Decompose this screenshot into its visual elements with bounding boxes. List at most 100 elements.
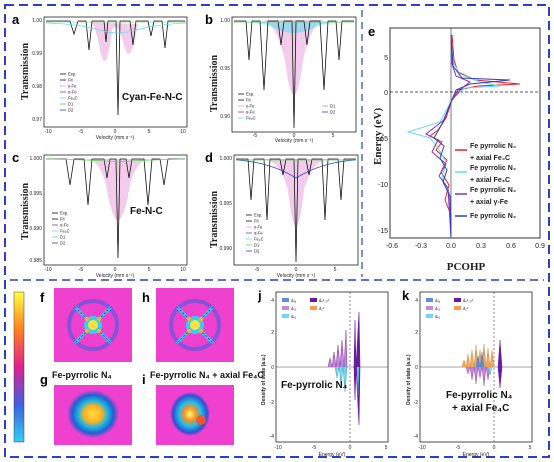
panel-k-ylabel: Density of state (a.u.) — [406, 354, 412, 405]
panel-label-i: i — [142, 372, 146, 387]
panel-j-xtick: 0 — [349, 445, 352, 451]
panel-a-xlabel: Velocity (mm s⁻¹) — [96, 135, 135, 141]
panel-a-annotation: Cyan-Fe-N-C — [122, 92, 183, 103]
panel-a-ytick: 0.99 — [32, 51, 42, 57]
panel-label-j: j — [257, 288, 262, 303]
panel-label-g: g — [40, 372, 48, 387]
svg-text:Fit: Fit — [246, 98, 251, 103]
svg-text:D2: D2 — [330, 110, 336, 115]
panel-a-xtick: 5 — [148, 129, 151, 135]
panel-label-b: b — [205, 12, 213, 27]
panel-e-fe3c-curve — [406, 34, 501, 239]
panel-e-xtick: 0.0 — [446, 243, 456, 250]
svg-text:Fit: Fit — [68, 78, 73, 83]
panel-a-fit-line — [46, 20, 185, 116]
panel-e-xtick: -0.6 — [386, 243, 398, 250]
panel-e-ytick: -5 — [382, 136, 388, 143]
panel-j-ytick: 0 — [271, 365, 274, 371]
panel-k-ytick: -4 — [414, 434, 419, 440]
panel-d-legend: Exp. Fit γ-Fe α-Fe Fe₃C D1 D2 — [246, 213, 264, 254]
panel-e-ytick: 0 — [384, 90, 388, 97]
panel-e-frame — [389, 27, 541, 239]
panel-label-e: e — [368, 24, 375, 39]
charge-density-maps: f h g Fe-pyrrolic N₄ — [13, 288, 264, 445]
panel-e-legend-text-1: Fe pyrrolic N₄ — [470, 165, 516, 172]
panel-b-xtick: 5 — [332, 133, 335, 139]
panel-e-pyrrolic-curve — [433, 34, 511, 239]
panel-k-ytick: -2 — [414, 400, 419, 406]
svg-text:Exp.: Exp. — [60, 211, 68, 216]
panel-c: c Transmission Velocity (mm s⁻¹) 1.000 0… — [12, 150, 188, 279]
svg-text:Exp.: Exp. — [246, 92, 254, 97]
outer-border — [4, 4, 550, 458]
panel-a-ytick: 1.00 — [32, 18, 42, 24]
map-g-orbital — [67, 390, 119, 438]
panel-c-xtick: -5 — [79, 267, 84, 273]
panel-j-xlabel: Energy (eV) — [319, 452, 346, 458]
svg-text:d₂²: d₂² — [463, 306, 469, 311]
svg-text:Fe₃C: Fe₃C — [254, 237, 264, 242]
panel-b-ylabel: Transmission — [209, 55, 220, 112]
panel-b-ytick: 0.90 — [220, 114, 230, 120]
panel-k-dos-bars — [461, 339, 503, 389]
svg-text:D1: D1 — [60, 235, 66, 240]
panel-c-fit-line — [46, 158, 185, 259]
svg-text:D2: D2 — [254, 249, 260, 254]
panel-c-ytick: 1.000 — [29, 156, 42, 162]
panel-j: j Density of state (a.u.) Energy (eV) 4 … — [257, 288, 389, 458]
panel-c-xtick: 10 — [180, 267, 186, 273]
panel-c-ytick: 0.995 — [29, 191, 42, 197]
panel-a-ytick: 0.97 — [32, 117, 42, 123]
panel-label-c: c — [12, 150, 19, 165]
svg-text:dᵧ₂: dᵧ₂ — [291, 314, 297, 319]
panel-k-annotation-l1: Fe-pyrrolic N₄ — [446, 390, 513, 401]
panel-j-xtick: 5 — [385, 445, 388, 451]
panel-j-xtick: -10 — [274, 445, 281, 451]
panel-b-xtick: 0 — [293, 133, 296, 139]
panel-k-legend: dₓᵧ dₓ²₋ᵧ² dₓ₂ d₂² dᵧ₂ — [426, 298, 474, 319]
panel-j-ytick: 2 — [271, 330, 274, 336]
panel-a-xtick: -5 — [79, 129, 84, 135]
svg-text:Fe₃C: Fe₃C — [60, 229, 70, 234]
panel-e-xlabel: PCOHP — [447, 261, 486, 273]
panel-c-ytick: 0.990 — [29, 226, 42, 232]
panel-k-xtick: 5 — [529, 445, 532, 451]
panel-k-ytick: 2 — [415, 330, 418, 336]
svg-text:dₓ²₋ᵧ²: dₓ²₋ᵧ² — [319, 298, 330, 303]
panel-e-xtick: 0.3 — [476, 243, 486, 250]
svg-text:γ-Fe: γ-Fe — [254, 225, 263, 230]
panel-label-f: f — [40, 290, 45, 305]
svg-text:dₓᵧ: dₓᵧ — [435, 298, 441, 303]
svg-text:dₓ²₋ᵧ²: dₓ²₋ᵧ² — [463, 298, 474, 303]
panel-k-ytick: 4 — [415, 298, 418, 304]
panel-k-ytick: 0 — [415, 365, 418, 371]
panel-c-xtick: 0 — [114, 267, 117, 273]
panel-c-xlabel: Velocity (mm s⁻¹) — [96, 273, 135, 279]
panel-k-annotation-l2: + axial Fe₄C — [452, 403, 509, 414]
panel-label-a: a — [12, 12, 20, 27]
panel-d-xtick: 5 — [334, 267, 337, 273]
panel-e-legend-text-2: Fe pyrrolic N₄ — [470, 187, 516, 194]
panel-e-ytick: -15 — [378, 228, 388, 235]
panel-b-fit-line — [234, 20, 354, 129]
panel-g-caption: Fe-pyrrolic N₄ — [52, 370, 112, 380]
panel-d-xlabel: Velocity (mm s⁻¹) — [277, 273, 316, 279]
panel-label-d: d — [205, 150, 213, 165]
panel-c-xtick: 5 — [148, 267, 151, 273]
panel-c-annotation: Fe-N-C — [130, 206, 163, 217]
map-f-pattern — [67, 299, 119, 351]
panel-d-fit-line — [236, 158, 356, 263]
panel-e-legend-text-0: Fe pyrrolic N₄ — [470, 143, 516, 150]
panel-b-xlabel: Velocity (mm s⁻¹) — [275, 138, 314, 144]
panel-d: d Transmission Velocity (mm s⁻¹) 1.000 0… — [205, 150, 359, 279]
panel-e-legend-text-1b: + axial Fe₃C — [470, 177, 510, 184]
panel-j-ylabel: Density of state (a.u.) — [261, 354, 267, 405]
svg-text:D1: D1 — [330, 104, 336, 109]
panel-e-gamma-fe-curve — [425, 34, 471, 239]
panel-e-legend-text-2b: + axial γ-Fe — [470, 199, 508, 206]
panel-j-annotation: Fe-pyrrolic N₄ — [281, 380, 348, 391]
svg-text:Exp.: Exp. — [254, 213, 262, 218]
panel-j-xtick: -5 — [312, 445, 317, 451]
panel-d-ylabel: Transmission — [209, 191, 220, 248]
